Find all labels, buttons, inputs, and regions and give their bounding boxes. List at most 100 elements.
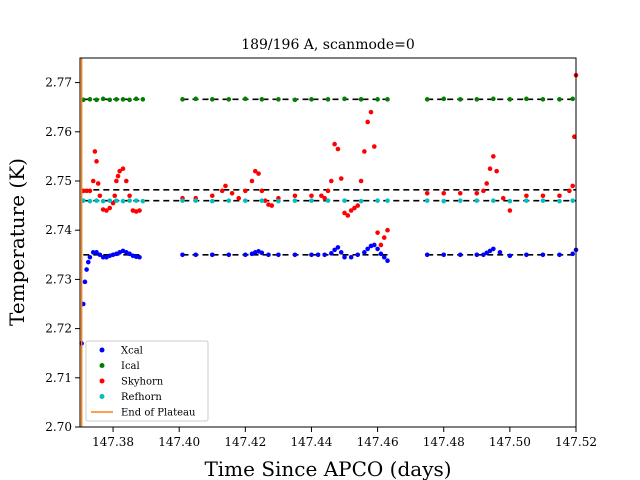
ical-point — [457, 97, 463, 102]
skyhorn-point — [229, 191, 235, 196]
skyhorn-point — [110, 200, 116, 206]
xcal-point — [209, 252, 215, 258]
skyhorn-point — [123, 178, 129, 184]
refhorn-point — [342, 198, 347, 203]
xcal-point — [474, 252, 480, 258]
x-tick-label: 147.52 — [555, 435, 597, 449]
refhorn-point — [385, 198, 390, 203]
ical-point — [540, 97, 546, 102]
y-tick-label: 2.73 — [45, 272, 72, 286]
skyhorn-point — [292, 193, 298, 199]
skyhorn-point — [107, 205, 113, 211]
skyhorn-point — [385, 227, 390, 233]
xcal-point — [338, 250, 344, 255]
skyhorn-point — [120, 166, 126, 171]
ical-point — [100, 96, 106, 102]
y-axis-ticks: 2.70 2.71 2.72 2.73 2.74 2.75 2.76 2.77 — [45, 76, 80, 434]
xcal-point — [365, 246, 370, 252]
skyhorn-point — [487, 166, 493, 171]
skyhorn-point — [457, 191, 463, 196]
xcal-point — [348, 254, 354, 260]
xcal-point — [362, 250, 367, 255]
ical-point — [276, 97, 281, 102]
x-tick-label: 147.40 — [158, 435, 200, 449]
x-axis-label: Time Since APCO (days) — [204, 457, 451, 480]
ical-point — [325, 97, 331, 102]
xcal-point — [127, 251, 132, 257]
series-xcal — [79, 242, 579, 346]
y-tick-label: 2.74 — [45, 223, 72, 237]
xcal-point — [385, 258, 390, 264]
refhorn-point — [507, 198, 513, 204]
skyhorn-point — [92, 149, 98, 154]
skyhorn-point — [252, 168, 258, 174]
skyhorn-point — [494, 168, 499, 174]
xcal-point — [381, 254, 387, 260]
ical-point — [127, 97, 132, 103]
ical-point — [193, 96, 199, 102]
xcal-point — [557, 252, 562, 258]
skyhorn-point — [127, 193, 132, 199]
xcal-point — [226, 252, 232, 258]
xcal-point — [342, 254, 347, 260]
skyhorn-point — [94, 159, 99, 164]
refhorn-point — [424, 198, 430, 203]
refhorn-point — [309, 198, 314, 203]
ical-point — [107, 97, 113, 103]
ical-point — [114, 97, 119, 102]
legend-dot-marker — [99, 347, 105, 353]
ical-point — [120, 97, 126, 102]
skyhorn-point — [114, 178, 119, 184]
skyhorn-point — [381, 235, 387, 240]
refhorn-point — [94, 198, 99, 203]
y-tick-label: 2.71 — [45, 371, 72, 385]
y-tick-label: 2.75 — [45, 174, 72, 188]
ical-point — [259, 97, 265, 102]
skyhorn-point — [371, 144, 377, 149]
skyhorn-point — [500, 195, 506, 201]
skyhorn-point — [87, 188, 93, 194]
xcal-point — [266, 252, 271, 258]
skyhorn-point — [209, 193, 215, 199]
y-tick-label: 2.72 — [45, 322, 72, 336]
skyhorn-point — [95, 181, 101, 186]
skyhorn-point — [345, 213, 351, 218]
x-tick-label: 147.38 — [92, 435, 134, 449]
skyhorn-point — [481, 188, 486, 194]
xcal-point — [332, 247, 337, 253]
xcal-point — [481, 252, 486, 258]
legend-label-xcal: Xcal — [121, 346, 143, 357]
skyhorn-point — [378, 242, 384, 248]
xcal-point — [243, 252, 248, 258]
skyhorn-point — [104, 208, 109, 213]
skyhorn-point — [249, 178, 255, 184]
xcal-point — [424, 252, 430, 258]
x-tick-label: 147.42 — [224, 435, 266, 449]
ical-point — [94, 97, 99, 103]
xcal-point — [137, 254, 142, 260]
refhorn-point — [557, 198, 562, 204]
xcal-point — [524, 252, 529, 258]
xcal-point — [335, 245, 341, 250]
skyhorn-point — [97, 193, 103, 199]
xcal-point — [90, 250, 96, 255]
y-tick-label: 2.70 — [45, 420, 72, 434]
skyhorn-point — [219, 188, 225, 194]
ical-point — [375, 97, 380, 102]
x-tick-label: 147.48 — [423, 435, 465, 449]
xcal-point — [487, 248, 493, 254]
ical-point — [226, 97, 232, 102]
xcal-point — [329, 251, 334, 256]
xcal-point — [540, 252, 546, 258]
xcal-point — [457, 252, 463, 258]
xcal-point — [259, 250, 265, 256]
refhorn-point — [226, 198, 232, 203]
skyhorn-point — [338, 176, 344, 181]
refhorn-point — [133, 198, 139, 203]
xcal-point — [276, 252, 281, 258]
ical-point — [570, 96, 575, 102]
refhorn-point — [524, 198, 529, 203]
refhorn-point — [570, 198, 575, 203]
skyhorn-point — [348, 208, 354, 213]
ical-point — [557, 97, 562, 102]
